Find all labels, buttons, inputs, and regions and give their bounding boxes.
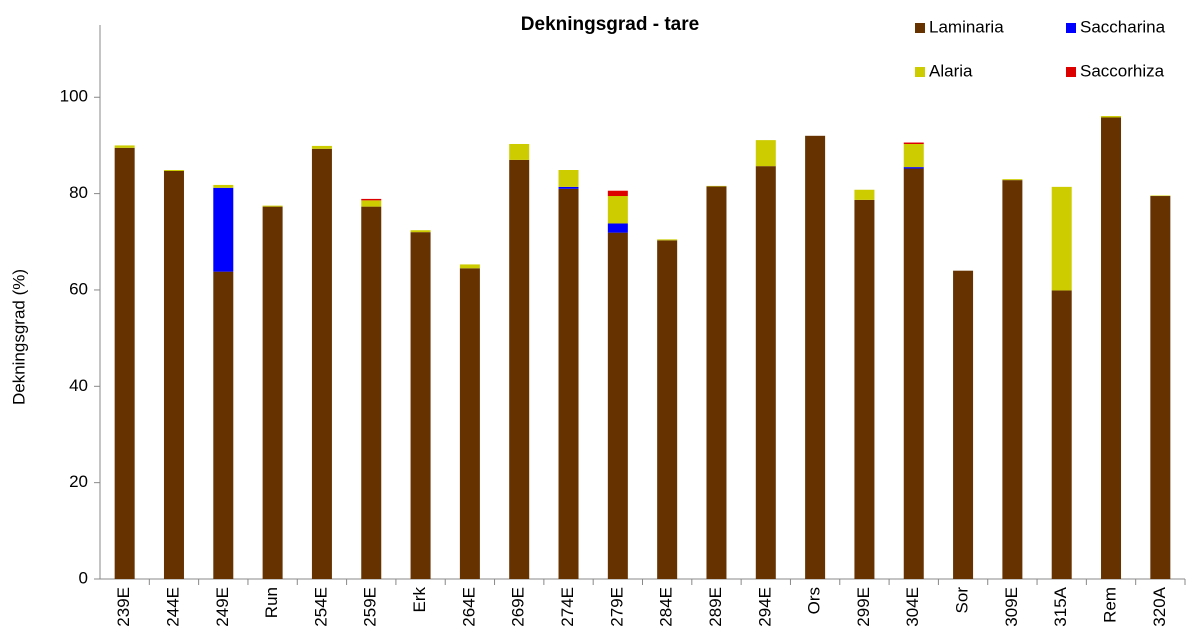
- y-tick-label: 20: [69, 472, 88, 491]
- bar-segment: [558, 170, 579, 187]
- x-tick-label: Erk: [410, 587, 429, 613]
- bar-segment: [903, 167, 924, 169]
- x-tick-label: 239E: [114, 587, 133, 627]
- bar-segment: [1002, 180, 1023, 579]
- bar-segment: [558, 186, 579, 189]
- x-tick-label: 259E: [361, 587, 380, 627]
- y-tick-label: 60: [69, 279, 88, 298]
- legend-swatch: [915, 67, 925, 77]
- bar-segment: [607, 232, 628, 579]
- x-tick-label: 269E: [509, 587, 528, 627]
- bar-segment: [607, 190, 628, 197]
- bar-segment: [903, 143, 924, 168]
- x-tick-label: 254E: [311, 587, 330, 627]
- bar-segment: [311, 148, 332, 580]
- bar-segment: [953, 270, 974, 579]
- bar-segment: [607, 196, 628, 224]
- x-tick-label: 299E: [854, 587, 873, 627]
- bar-segment: [1051, 290, 1072, 579]
- bar-segment: [805, 135, 826, 580]
- y-tick-label: 0: [79, 568, 88, 587]
- x-tick-label: Run: [262, 587, 281, 618]
- bar-segment: [410, 232, 431, 579]
- x-tick-label: 315A: [1051, 586, 1070, 626]
- bar-segment: [706, 186, 727, 579]
- bar-segment: [657, 239, 678, 241]
- bar-segment: [607, 223, 628, 233]
- x-tick-label: 264E: [459, 587, 478, 627]
- bar-segment: [854, 189, 875, 200]
- bar-segment: [213, 184, 234, 188]
- bar-segment: [509, 143, 530, 160]
- legend-swatch: [1066, 67, 1076, 77]
- bar-segment: [1101, 117, 1122, 580]
- bar-segment: [1101, 116, 1122, 118]
- legend-label: Laminaria: [929, 17, 1004, 36]
- bar-segment: [1051, 186, 1072, 291]
- bar-segment: [114, 145, 135, 148]
- bar-segment: [213, 187, 234, 272]
- bar-segment: [1002, 179, 1023, 181]
- legend-label: Saccorhiza: [1080, 61, 1165, 80]
- bar-segment: [262, 205, 283, 207]
- bar-segment: [163, 170, 184, 579]
- x-tick-label: Sor: [953, 587, 972, 614]
- x-tick-label: 279E: [607, 587, 626, 627]
- bar-segment: [410, 230, 431, 233]
- bar-segment: [509, 159, 530, 579]
- bar-segment: [755, 140, 776, 167]
- x-tick-label: 294E: [755, 587, 774, 627]
- y-tick-label: 100: [60, 87, 88, 106]
- bar-segment: [361, 206, 382, 579]
- bar-segment: [262, 206, 283, 579]
- y-tick-label: 40: [69, 376, 88, 395]
- x-tick-label: 274E: [558, 587, 577, 627]
- legend-label: Alaria: [929, 61, 973, 80]
- x-tick-label: 289E: [706, 587, 725, 627]
- x-tick-label: 304E: [903, 587, 922, 627]
- bar-segment: [163, 170, 184, 171]
- x-tick-label: 249E: [213, 587, 232, 627]
- bar-segment: [114, 147, 135, 579]
- y-axis-label: Dekningsgrad (%): [9, 269, 28, 405]
- chart-title: Dekningsgrad - tare: [521, 14, 699, 35]
- bar-segment: [459, 264, 480, 269]
- x-tick-label: 320A: [1150, 586, 1169, 626]
- legend-swatch: [915, 23, 925, 33]
- bar-segment: [459, 268, 480, 579]
- bar-segment: [558, 188, 579, 579]
- bar-segment: [903, 168, 924, 579]
- x-tick-label: Ors: [805, 587, 824, 614]
- bar-segment: [1150, 196, 1171, 579]
- x-tick-label: 309E: [1002, 587, 1021, 627]
- x-tick-label: Rem: [1101, 587, 1120, 623]
- bar-segment: [361, 198, 382, 201]
- legend-label: Saccharina: [1080, 17, 1166, 36]
- bar-segment: [657, 240, 678, 579]
- bar-segment: [854, 199, 875, 579]
- x-tick-label: 284E: [657, 587, 676, 627]
- bar-segment: [213, 271, 234, 579]
- bar-segment: [361, 200, 382, 207]
- y-tick-label: 80: [69, 183, 88, 202]
- bar-segment: [311, 145, 332, 149]
- legend-swatch: [1066, 23, 1076, 33]
- x-tick-label: 244E: [163, 587, 182, 627]
- bar-segment: [755, 166, 776, 579]
- bar-segment: [903, 142, 924, 144]
